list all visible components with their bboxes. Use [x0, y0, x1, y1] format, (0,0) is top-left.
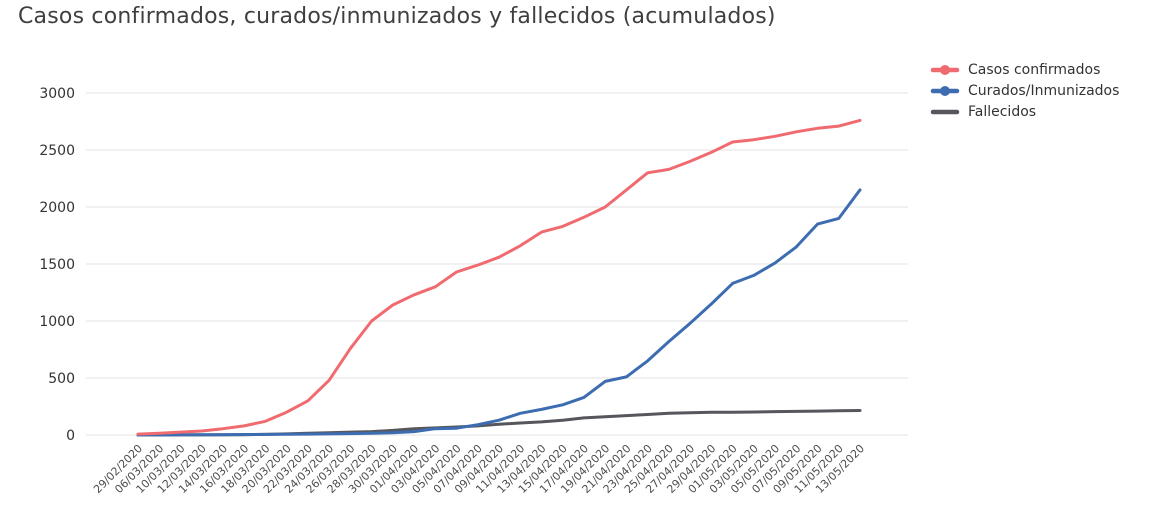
y-tick-label: 1000 [39, 314, 75, 330]
legend-item-casos-confirmados[interactable]: Casos confirmados [930, 62, 1119, 78]
series-line-confirmados[interactable] [136, 118, 862, 436]
legend-item-fallecidos[interactable]: Fallecidos [930, 104, 1119, 120]
y-tick-label: 2500 [39, 143, 75, 159]
y-tick-label: 0 [66, 428, 75, 444]
series-line-fallecidos[interactable] [136, 409, 862, 437]
legend-label: Casos confirmados [968, 62, 1101, 78]
y-tick-label: 2000 [39, 200, 75, 216]
line-dot-marker-icon [930, 86, 960, 96]
line-dot-marker-icon [930, 65, 960, 75]
series-line-curados[interactable] [136, 188, 862, 437]
chart-title: Casos confirmados, curados/inmunizados y… [18, 4, 776, 29]
line-marker-icon [930, 109, 960, 115]
y-tick-label: 3000 [39, 86, 75, 102]
legend: Casos confirmados Curados/Inmunizados Fa… [930, 62, 1119, 120]
legend-label: Curados/Inmunizados [968, 83, 1120, 99]
y-tick-label: 500 [48, 371, 75, 387]
legend-item-curados-inmunizados[interactable]: Curados/Inmunizados [930, 83, 1119, 99]
legend-label: Fallecidos [968, 104, 1037, 120]
y-tick-label: 1500 [39, 257, 75, 273]
